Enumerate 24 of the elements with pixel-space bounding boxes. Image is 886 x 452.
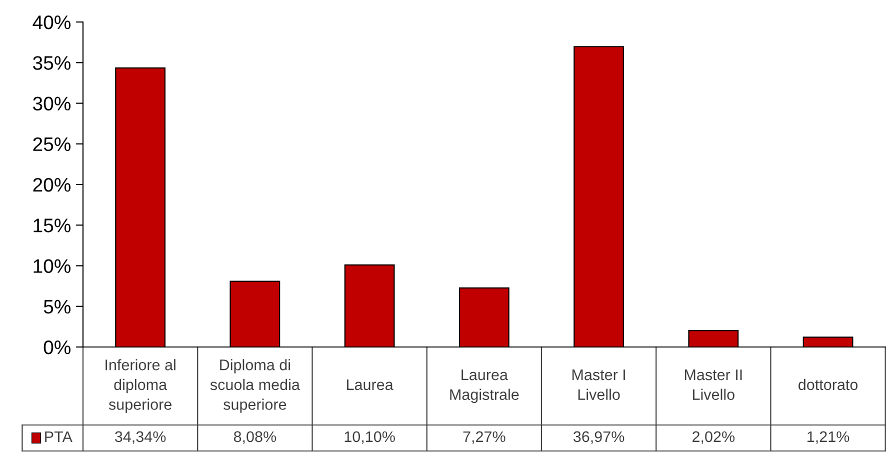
y-tick-label: 40% — [32, 15, 71, 30]
y-tick-label: 15% — [34, 218, 71, 232]
x-tick-label: Laurea Magistrale — [450, 370, 519, 404]
data-label: 10,10% — [344, 431, 395, 444]
x-tick-label: Master I Livello — [572, 370, 625, 400]
y-tick-label: 5% — [44, 300, 71, 314]
x-tick-label: Master II Livello — [684, 370, 742, 400]
data-label: 34,34% — [114, 431, 166, 444]
y-tick-label: 35% — [33, 56, 71, 70]
x-tick-label: Laurea — [347, 379, 394, 390]
y-tick-label: 30% — [33, 96, 71, 110]
data-label: 36,97% — [573, 431, 624, 444]
legend-label: PTA — [45, 431, 72, 442]
data-label: 7,27% — [463, 431, 506, 444]
x-tick-label: Diploma di scuola media superiore — [210, 359, 300, 413]
y-tick-label: 10% — [34, 259, 71, 273]
y-tick-label: 0% — [44, 340, 71, 354]
y-tick-label: 20% — [33, 178, 71, 192]
y-tick-label: 25% — [33, 137, 71, 152]
data-label: 1,21% — [808, 431, 850, 444]
x-tick-label: Inferiore al diploma superiore — [106, 359, 176, 413]
x-tick-label: dottorato — [798, 378, 858, 390]
data-label: 8,08% — [234, 431, 276, 444]
data-label: 2,02% — [692, 431, 735, 444]
